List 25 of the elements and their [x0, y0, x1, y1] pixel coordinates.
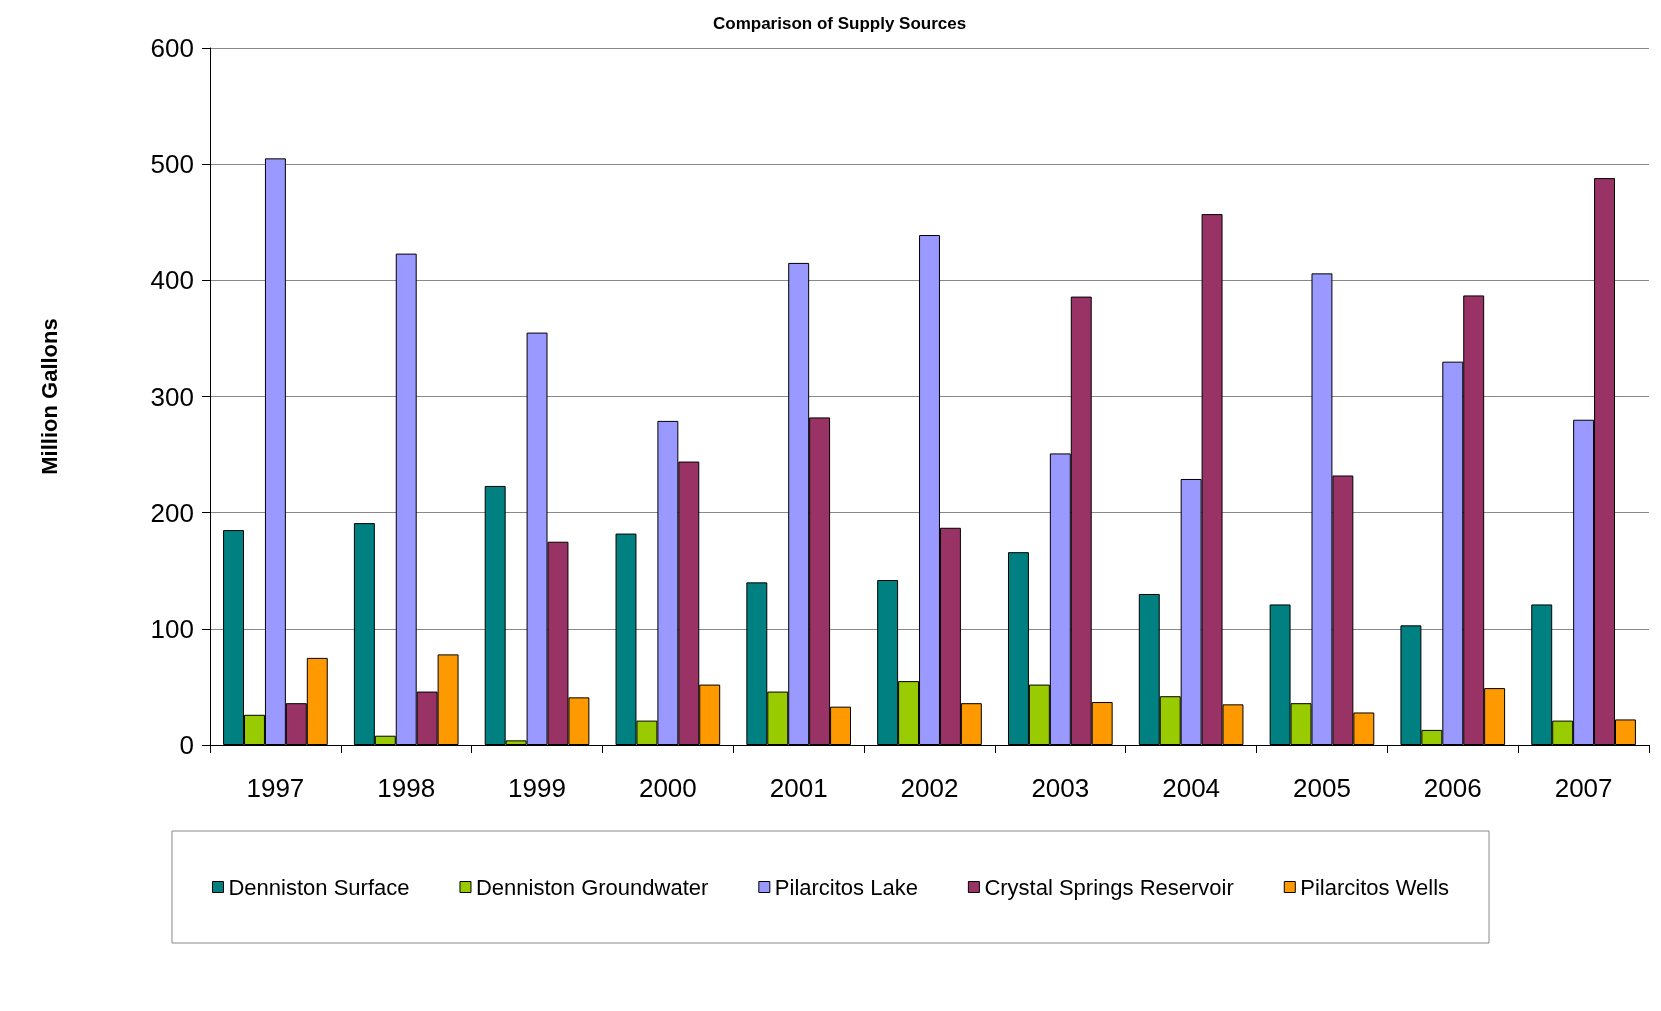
legend-label: Pilarcitos Wells — [1300, 874, 1450, 900]
legend-label: Denniston Groundwater — [475, 874, 709, 900]
x-tick-label: 2005 — [1293, 773, 1351, 803]
y-tick-label: 600 — [150, 33, 194, 63]
y-tick-label: 300 — [150, 381, 194, 412]
x-tick-label: 1999 — [508, 773, 566, 803]
legend-label: Pilarcitos Lake — [774, 874, 918, 900]
x-tick-label: 2000 — [638, 773, 697, 803]
x-tick-label: 1998 — [377, 773, 436, 803]
x-tick-label: 2001 — [769, 773, 828, 803]
x-tick-label: 2004 — [1162, 773, 1221, 803]
y-tick-label: 200 — [150, 497, 194, 528]
y-axis-title: Million Gallons — [36, 318, 62, 475]
chart-title: Comparison of Supply Sources — [713, 14, 967, 33]
x-tick-label: 2007 — [1554, 773, 1613, 803]
x-tick-label: 1997 — [246, 773, 305, 803]
x-tick-label: 2002 — [900, 773, 959, 803]
x-tick-label: 2003 — [1031, 773, 1090, 803]
y-tick-label: 100 — [150, 613, 194, 644]
y-tick-label: 0 — [179, 730, 194, 760]
x-tick-label: 2006 — [1423, 773, 1482, 803]
legend-label: Crystal Springs Reservoir — [984, 874, 1234, 900]
y-tick-label: 500 — [150, 149, 194, 180]
legend-label: Denniston Surface — [228, 874, 410, 900]
y-tick-label: 400 — [150, 265, 194, 296]
